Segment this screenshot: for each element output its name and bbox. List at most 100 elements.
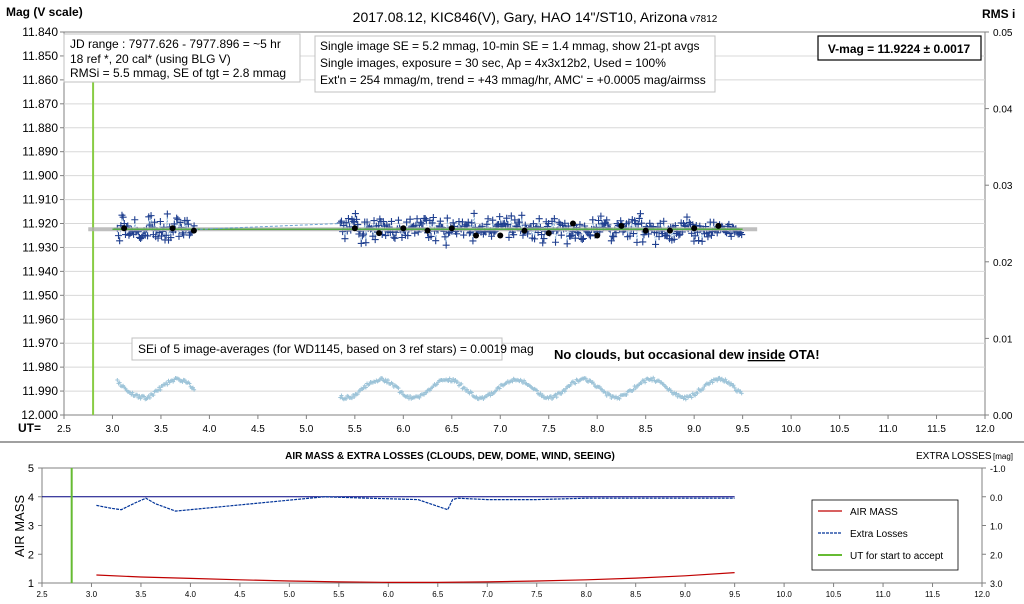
legend [811, 499, 959, 571]
rms-point [488, 393, 493, 398]
data-point [460, 231, 468, 239]
rms-point [396, 386, 401, 391]
data-point [535, 215, 543, 223]
data-point [634, 220, 642, 228]
data-point [510, 231, 518, 239]
average-point [666, 227, 673, 234]
x-tick-label: 12.0 [975, 424, 995, 435]
airmass-title: AIR MASS & EXTRA LOSSES (CLOUDS, DEW, DO… [285, 451, 615, 462]
data-point [357, 239, 365, 247]
trend-connector-line [194, 223, 341, 230]
data-point [603, 216, 611, 224]
x-axis-title: UT= [18, 421, 41, 435]
dew-note-prefix: No clouds, but occasional dew [554, 347, 748, 362]
main-panel: 2017.08.12, KIC846(V), Gary, HAO 14"/ST1… [6, 5, 1015, 435]
rms-point [422, 392, 427, 397]
data-point [646, 219, 654, 227]
y-tick-label: 11.920 [22, 217, 58, 231]
data-point [173, 214, 181, 222]
rms-point [624, 392, 629, 397]
rms-point [390, 381, 395, 386]
data-point [655, 233, 663, 241]
x-tick-label: 6.0 [396, 424, 410, 435]
rms-point [548, 394, 553, 399]
data-point [586, 232, 594, 240]
airmass-y-tick-label: 2 [28, 549, 34, 561]
rms-point [643, 380, 648, 385]
average-point [594, 232, 601, 239]
x-tick-label: 8.0 [590, 424, 604, 435]
extra-losses-tick-label: 2.0 [990, 550, 1003, 560]
x-tick-label: 10.0 [781, 424, 801, 435]
legend-label-ut-start: UT for start to accept [850, 551, 943, 562]
data-point [394, 216, 402, 224]
chart-title: 2017.08.12, KIC846(V), Gary, HAO 14"/ST1… [353, 9, 688, 25]
info-box-1-line-1: JD range : 7977.626 - 7977.896 = ~5 hr [70, 37, 281, 51]
rms-point [522, 378, 527, 383]
rms-point [633, 386, 638, 391]
airmass-x-tick-label: 3.0 [86, 590, 98, 599]
y-tick-label: 11.880 [22, 121, 58, 135]
rms-point [130, 390, 135, 395]
airmass-x-tick-label: 11.5 [925, 590, 941, 599]
data-point [413, 215, 421, 223]
airmass-x-tick-label: 7.5 [531, 590, 543, 599]
extra-losses-tick-label: 1.0 [990, 522, 1003, 532]
airmass-axis-title: AIR MASS [12, 495, 27, 557]
average-point [521, 227, 528, 234]
rms-point [115, 378, 120, 383]
y2-tick-label: 0.03 [993, 181, 1013, 192]
data-point [575, 230, 583, 238]
rms-point [608, 393, 613, 398]
rms-point [568, 382, 573, 387]
rms-point [682, 394, 687, 399]
data-point [342, 219, 350, 227]
airmass-x-tick-label: 9.0 [680, 590, 692, 599]
x-tick-label: 3.5 [154, 424, 168, 435]
y-tick-label: 11.870 [22, 97, 58, 111]
x-tick-label: 4.5 [251, 424, 265, 435]
data-point [505, 233, 513, 241]
rms-point [459, 381, 464, 386]
rms-point [538, 391, 543, 396]
average-point [169, 225, 176, 232]
rms-point [683, 397, 688, 402]
data-point [540, 235, 548, 243]
average-point [376, 230, 383, 237]
rms-point [726, 380, 731, 385]
y-tick-label: 11.860 [22, 73, 58, 87]
rms-point [147, 395, 152, 400]
rms-point [597, 384, 602, 389]
rms-point [695, 391, 700, 396]
x-tick-label: 4.0 [202, 424, 216, 435]
data-point [690, 237, 698, 245]
x-tick-label: 7.5 [542, 424, 556, 435]
rms-point [361, 386, 366, 391]
rms-point [651, 375, 656, 380]
data-point [427, 232, 435, 240]
rms-point [591, 382, 596, 387]
data-point [184, 220, 192, 228]
rms-point [494, 388, 499, 393]
rms-point [417, 395, 422, 400]
data-point [362, 239, 370, 247]
airmass-y-tick-label: 3 [28, 521, 34, 533]
data-point [670, 235, 678, 243]
data-point [675, 231, 683, 239]
rms-point [604, 393, 609, 398]
rms-point [631, 387, 636, 392]
data-point [691, 232, 699, 240]
rms-point [474, 394, 479, 399]
data-point [337, 217, 345, 225]
data-point [503, 214, 511, 222]
data-point [158, 232, 166, 240]
rms-point [729, 381, 734, 386]
airmass-x-tick-label: 2.5 [36, 590, 48, 599]
data-point [449, 219, 457, 227]
data-point [563, 240, 571, 248]
y-axis-title: Mag (V scale) [6, 5, 83, 19]
rms-point [510, 379, 515, 384]
data-point [578, 235, 586, 243]
data-point [151, 218, 159, 226]
